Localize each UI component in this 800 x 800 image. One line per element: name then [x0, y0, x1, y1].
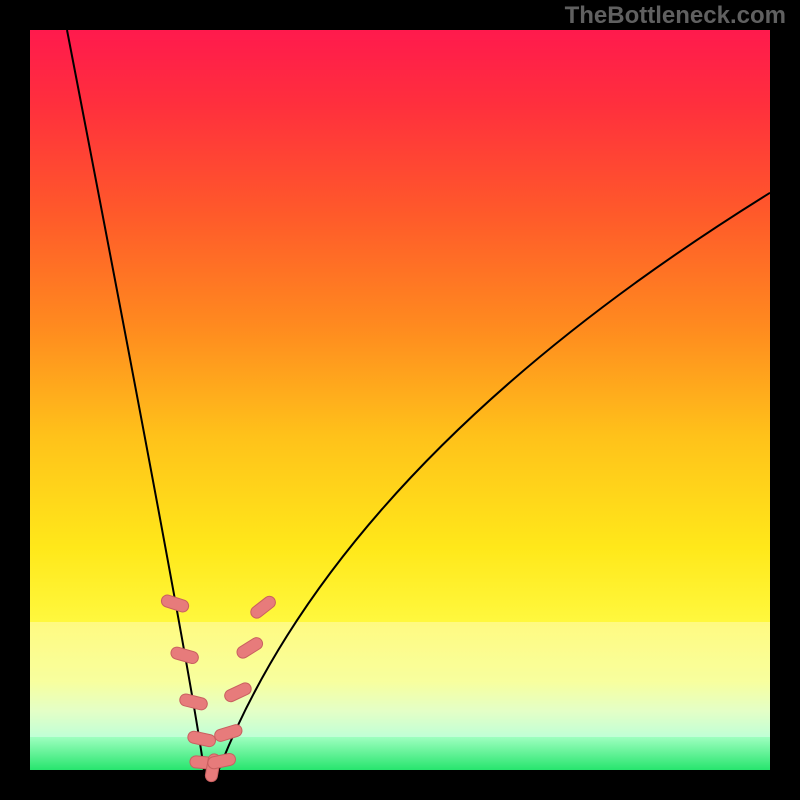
- gradient-background: [30, 30, 770, 770]
- zone-band: [30, 622, 770, 737]
- watermark-text: TheBottleneck.com: [565, 2, 786, 30]
